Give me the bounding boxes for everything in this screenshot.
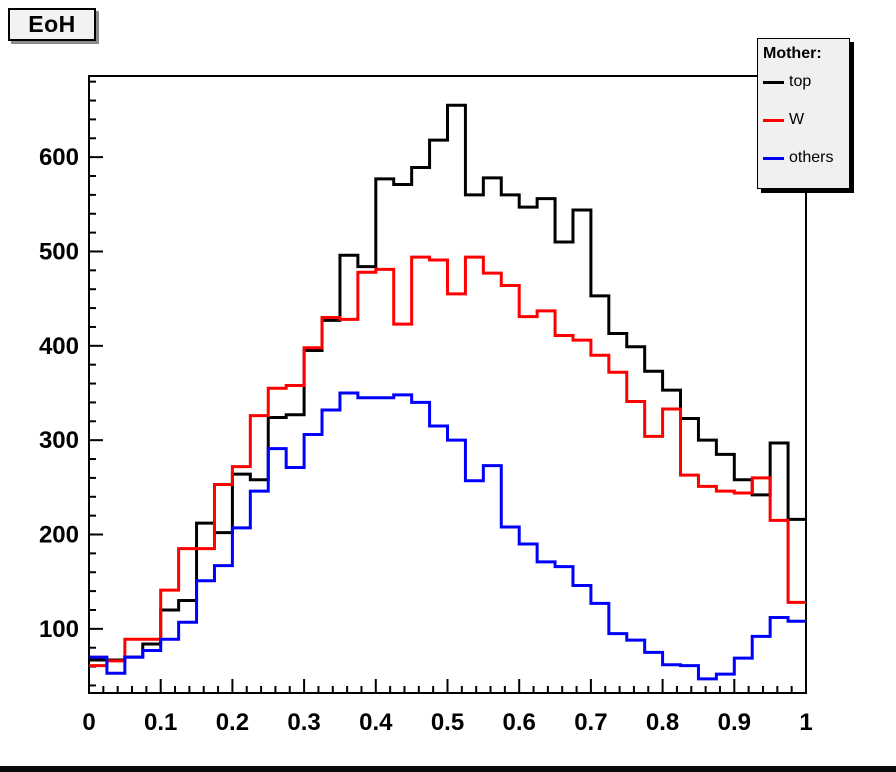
legend-entry-w: W [758, 101, 849, 139]
y-axis-tick-label: 200 [39, 522, 79, 549]
legend-title: Mother: [763, 45, 822, 62]
x-axis-tick-label: 0.9 [718, 709, 751, 736]
series-line-top [89, 103, 806, 662]
histogram-title-box: EoH [8, 8, 96, 41]
legend-entry-others: others [758, 139, 849, 177]
legend: Mother: top W others [757, 38, 850, 189]
x-axis-tick-label: 0.3 [287, 709, 320, 736]
w-line-swatch-icon [763, 118, 784, 122]
x-axis-tick-label: 0.5 [431, 709, 464, 736]
histogram-title: EoH [28, 11, 76, 37]
x-axis-tick-label: 1 [799, 709, 812, 736]
y-axis-tick-label: 500 [39, 238, 79, 265]
x-axis-tick-label: 0 [82, 709, 95, 736]
top-line-swatch-icon [763, 80, 784, 84]
series-line-others [89, 391, 806, 681]
x-axis-tick-label: 0.2 [216, 709, 249, 736]
y-axis-tick-label: 100 [39, 616, 79, 643]
x-axis-tick-label: 0.7 [574, 709, 607, 736]
x-axis-tick-label: 0.8 [646, 709, 679, 736]
x-axis-tick-label: 0.1 [144, 709, 177, 736]
legend-entry-others-label: others [789, 149, 834, 166]
y-axis-tick-label: 400 [39, 333, 79, 360]
y-axis-tick-label: 300 [39, 427, 79, 454]
x-axis-tick-label: 0.4 [359, 709, 393, 736]
legend-entry-top: top [758, 63, 849, 101]
window-bottom-edge [0, 766, 896, 772]
legend-entry-top-label: top [789, 73, 812, 90]
legend-entry-w-label: W [789, 111, 805, 128]
y-axis-tick-label: 600 [39, 144, 79, 171]
series-line-W [89, 255, 806, 668]
others-line-swatch-icon [763, 156, 784, 160]
x-axis-tick-label: 0.6 [503, 709, 536, 736]
